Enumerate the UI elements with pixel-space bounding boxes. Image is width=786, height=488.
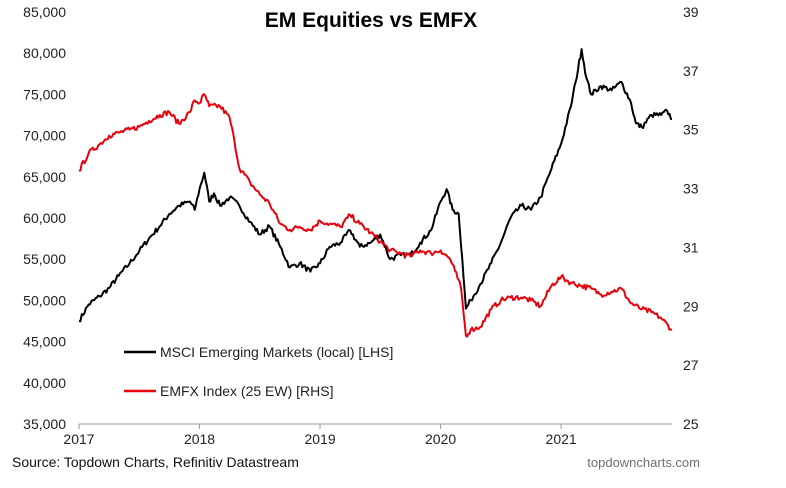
chart-title: EM Equities vs EMFX [265, 9, 477, 32]
y-left-tick-label: 85,000 [23, 4, 66, 20]
y-left-tick-label: 55,000 [23, 251, 66, 267]
y-left-tick-label: 50,000 [23, 292, 66, 308]
y-right-tick-label: 31 [683, 239, 699, 255]
y-axis-right: 25 27 29 31 33 35 37 39 [683, 4, 699, 432]
y-left-tick-label: 40,000 [23, 375, 66, 391]
x-tick-label: 2018 [184, 431, 215, 447]
legend: MSCI Emerging Markets (local) [LHS] EMFX… [124, 344, 393, 399]
series-line-msci [78, 48, 673, 323]
legend-label-emfx: EMFX Index (25 EW) [RHS] [160, 383, 333, 399]
y-right-tick-label: 27 [683, 357, 699, 373]
x-axis: 2017 2018 2019 2020 2021 [63, 424, 577, 447]
y-axis-left: 35,000 40,000 45,000 50,000 55,000 60,000 65,0… [23, 4, 66, 432]
x-tick-label: 2020 [425, 431, 456, 447]
legend-label-msci: MSCI Emerging Markets (local) [LHS] [160, 344, 393, 360]
y-right-tick-label: 37 [683, 63, 699, 79]
y-right-tick-label: 29 [683, 298, 699, 314]
y-right-tick-label: 25 [683, 416, 699, 432]
y-left-tick-label: 75,000 [23, 86, 66, 102]
y-left-tick-label: 60,000 [23, 210, 66, 226]
source-note: Source: Topdown Charts, Refinitiv Datast… [12, 454, 299, 470]
y-right-tick-label: 33 [683, 181, 699, 197]
y-left-tick-label: 70,000 [23, 128, 66, 144]
y-right-tick-label: 39 [683, 4, 699, 20]
x-tick-label: 2017 [63, 431, 94, 447]
y-left-tick-label: 35,000 [23, 416, 66, 432]
x-tick-label: 2021 [546, 431, 577, 447]
y-left-tick-label: 65,000 [23, 169, 66, 185]
y-left-tick-label: 80,000 [23, 45, 66, 61]
y-left-tick-label: 45,000 [23, 334, 66, 350]
y-right-tick-label: 35 [683, 122, 699, 138]
x-tick-label: 2019 [304, 431, 335, 447]
series-layer [78, 48, 673, 338]
brand-watermark: topdowncharts.com [587, 455, 700, 470]
series-line-emfx [78, 93, 673, 338]
